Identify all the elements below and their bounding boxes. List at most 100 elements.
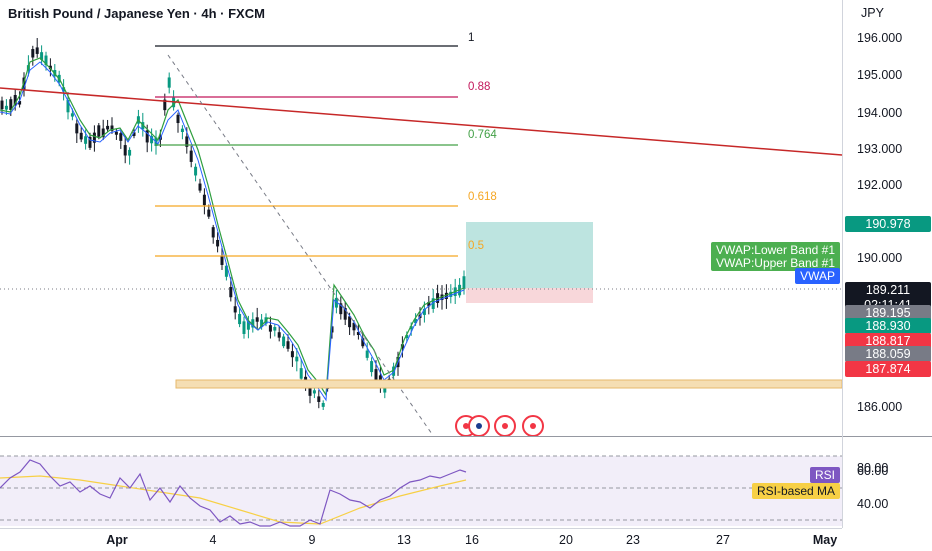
time-scale[interactable]: Apr 4 9 13 16 20 23 27 May	[0, 528, 842, 551]
candle-body	[449, 291, 453, 297]
candle-body	[79, 132, 83, 140]
candle-body	[163, 99, 167, 111]
candle-body	[361, 338, 365, 347]
time-label: 9	[308, 533, 316, 547]
candle-body	[224, 265, 228, 277]
target-zone	[466, 222, 593, 288]
rsi-ma-line	[0, 475, 467, 525]
price-chart-canvas[interactable]	[0, 0, 842, 436]
fib-label-05: 0.5	[468, 240, 484, 252]
vwap-upper-band-tag[interactable]: VWAP:Upper Band #1	[711, 255, 840, 271]
candle-body	[13, 95, 17, 105]
price-label: 188.817	[845, 333, 931, 349]
rsi-pane[interactable]: RSI RSI-based MA	[0, 438, 842, 528]
fib-label-1: 1	[468, 32, 475, 44]
candle-body	[365, 350, 369, 358]
candle-body	[343, 308, 347, 320]
candle-body	[348, 316, 352, 328]
rsi-line	[0, 459, 467, 527]
candle-body	[216, 239, 220, 247]
candle-body	[422, 308, 426, 315]
candle-body	[145, 130, 149, 143]
candle-body	[141, 122, 145, 130]
rsi-tick: 40.00	[857, 497, 889, 511]
candle-body	[277, 332, 281, 338]
candle-body	[255, 317, 259, 322]
candle-body	[106, 125, 110, 130]
price-tick: 186.000	[857, 400, 903, 414]
candle-body	[40, 52, 44, 60]
candle-body	[167, 77, 171, 88]
rsi-canvas[interactable]	[0, 438, 842, 528]
candle-body	[31, 49, 35, 58]
candle-body	[233, 306, 237, 313]
symbol-title[interactable]: British Pound / Japanese Yen · 4h · FXCM	[8, 6, 265, 21]
rsi-tag[interactable]: RSI	[809, 467, 840, 483]
candle-body	[273, 327, 277, 331]
rsi-ma-tag[interactable]: RSI-based MA	[751, 483, 840, 499]
price-label: 188.930	[845, 318, 931, 334]
candle-body	[110, 125, 114, 131]
price-tick: 192.000	[857, 178, 903, 192]
price-tick: 193.000	[857, 142, 903, 156]
candle-body	[97, 125, 101, 137]
candle-body	[18, 101, 22, 105]
currency-label[interactable]: JPY	[861, 6, 884, 20]
candle-body	[356, 332, 360, 336]
candle-body	[66, 100, 70, 113]
candle-body	[462, 276, 466, 290]
price-scale[interactable]: JPY 196.000 195.000 194.000 193.000 192.…	[842, 0, 932, 528]
candle-body	[150, 136, 154, 144]
candle-body	[409, 326, 413, 330]
candle-body	[44, 55, 48, 66]
candle-body	[260, 319, 264, 328]
time-label: 4	[209, 533, 217, 547]
candle-body	[312, 390, 316, 394]
event-marker-icon[interactable]	[494, 415, 516, 436]
candle-body	[299, 368, 303, 379]
vwap-tag[interactable]: VWAP	[795, 268, 840, 284]
price-chart[interactable]: British Pound / Japanese Yen · 4h · FXCM…	[0, 0, 842, 436]
price-label: 189.195	[845, 305, 931, 321]
candle-body	[88, 136, 92, 148]
candle-body	[132, 132, 136, 136]
price-label: 188.059	[845, 346, 931, 362]
candle-body	[339, 303, 343, 315]
fib-label-088: 0.88	[468, 81, 491, 93]
candle-body	[392, 366, 396, 376]
pane-separator[interactable]	[0, 436, 932, 437]
candle-body	[370, 361, 374, 373]
candle-body	[92, 132, 96, 143]
price-tick: 195.000	[857, 68, 903, 82]
candle-body	[246, 321, 250, 330]
time-label: 27	[716, 533, 730, 547]
candle-body	[101, 128, 105, 137]
candle-body	[242, 321, 246, 334]
fib-label-0618: 0.618	[468, 191, 497, 203]
candle-body	[414, 319, 418, 324]
candle-body	[48, 65, 52, 70]
vwap-lower-band-tag[interactable]: VWAP:Lower Band #1	[711, 242, 840, 258]
candle-body	[295, 356, 299, 362]
candle-body	[62, 87, 66, 92]
candle-body	[238, 314, 242, 325]
candle-body	[290, 351, 294, 358]
candle-body	[308, 383, 312, 396]
candle-body	[0, 100, 4, 110]
time-label: May	[812, 533, 838, 547]
rsi-tick: 80.00	[857, 461, 889, 475]
event-marker-icon[interactable]	[522, 415, 544, 436]
candle-body	[128, 149, 132, 156]
target-price-label: 190.978	[845, 216, 931, 232]
candle-body	[189, 150, 193, 162]
last-price-value: 189.211	[865, 283, 911, 297]
candle-body	[405, 334, 409, 339]
support-zone	[175, 379, 842, 389]
candle-body	[119, 133, 123, 141]
candle-body	[198, 183, 202, 191]
uk-flag-event-icon[interactable]	[468, 415, 490, 436]
candle-body	[268, 325, 272, 332]
candle-body	[180, 128, 184, 133]
candle-body	[321, 402, 325, 407]
candle-body	[334, 297, 338, 308]
